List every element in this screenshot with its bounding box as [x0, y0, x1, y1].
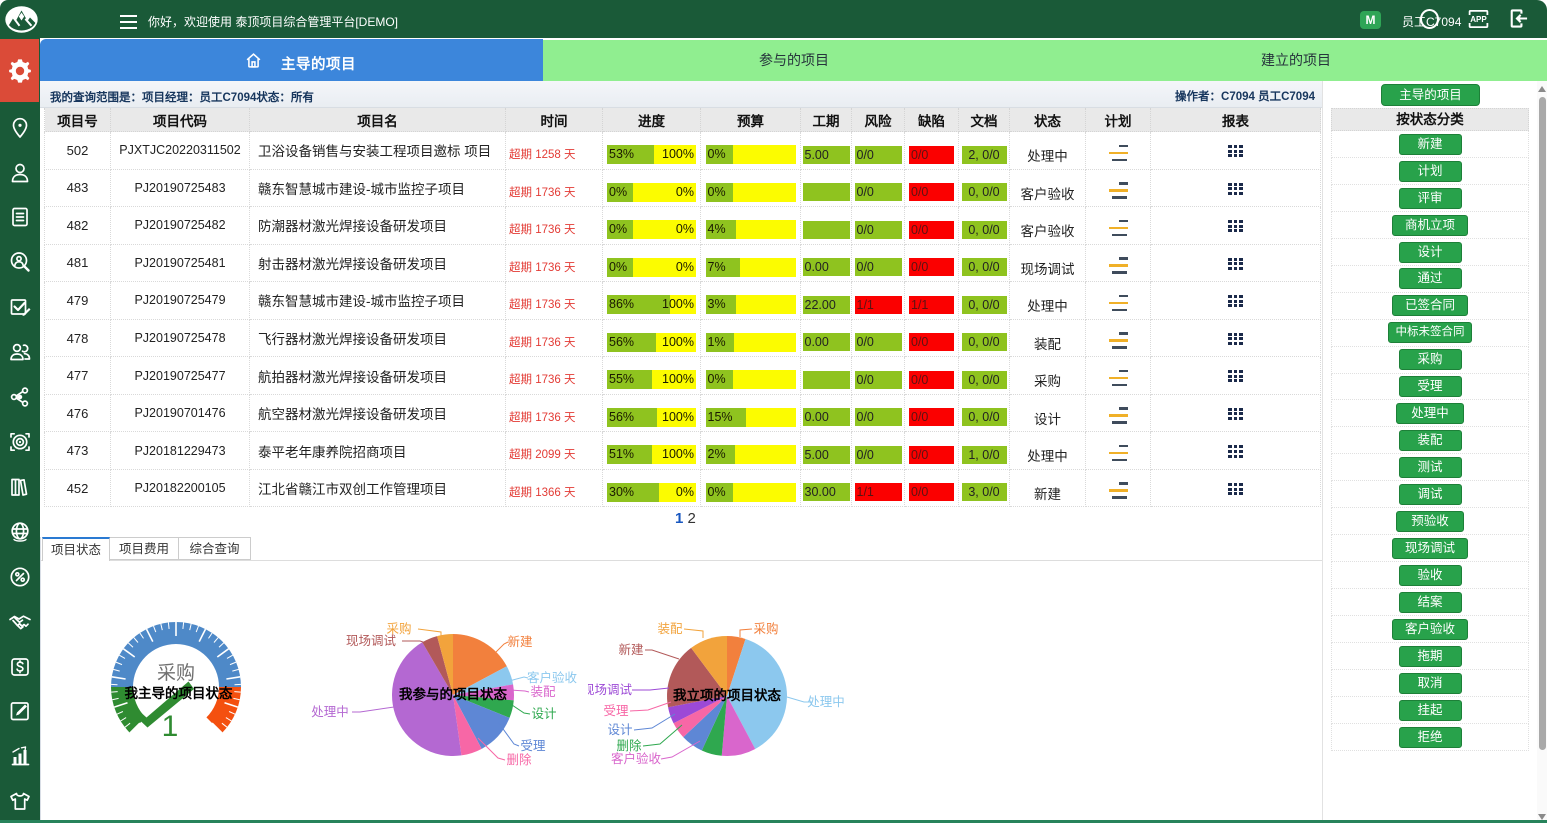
svg-text:受理: 受理: [520, 739, 546, 753]
svg-text:处理中: 处理中: [807, 694, 845, 709]
svg-text:处理中: 处理中: [311, 704, 349, 719]
svg-text:客户验收: 客户验收: [611, 751, 662, 766]
svg-text:设计: 设计: [531, 706, 556, 721]
svg-text:新建: 新建: [618, 642, 644, 657]
svg-text:受理: 受理: [603, 704, 629, 718]
svg-text:APP: APP: [1470, 15, 1487, 24]
svg-text:采购: 采购: [386, 621, 411, 636]
svg-text:客户验收: 客户验收: [527, 670, 578, 685]
svg-text:采购: 采购: [753, 621, 778, 636]
svg-text:设计: 设计: [607, 722, 632, 737]
svg-text:装配: 装配: [657, 622, 683, 636]
svg-text:现场调试: 现场调试: [582, 682, 633, 697]
svg-text:现场调试: 现场调试: [346, 633, 397, 648]
svg-text:删除: 删除: [506, 752, 532, 767]
svg-text:删除: 删除: [616, 738, 642, 753]
svg-text:装配: 装配: [530, 685, 556, 699]
svg-text:我立项的项目状态: 我立项的项目状态: [673, 687, 781, 703]
svg-text:我参与的项目状态: 我参与的项目状态: [399, 686, 507, 702]
svg-text:新建: 新建: [507, 634, 533, 649]
